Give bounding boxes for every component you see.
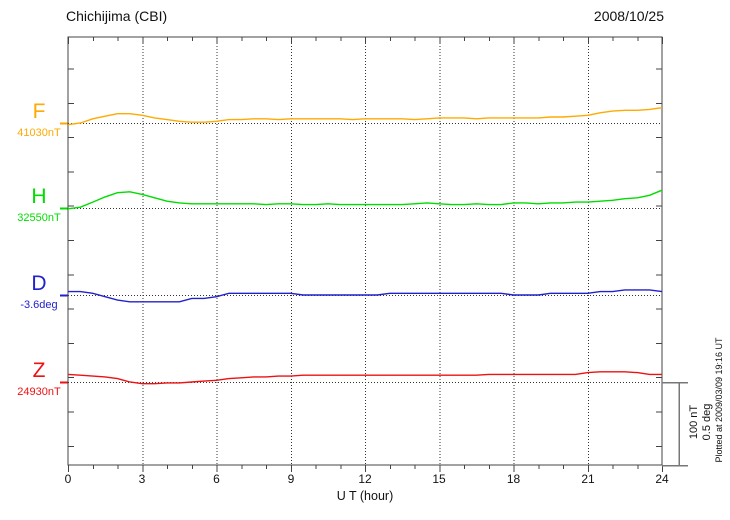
xtick-24: 24: [655, 472, 669, 486]
series-letter-z: Z: [32, 359, 46, 382]
xtick-15: 15: [432, 472, 446, 486]
xtick-0: 0: [64, 472, 72, 486]
xtick-18: 18: [506, 472, 521, 486]
scale-bar-caption: 100 nT 0.5 deg: [688, 404, 714, 441]
scale-bar-line1: 100 nT: [688, 404, 700, 440]
series-baseline-value-h: 32550nT: [17, 212, 61, 224]
plotted-at-note: Plotted at 2009/03/09 19:16 UT: [714, 337, 724, 463]
series-label-z: Z: [6, 360, 72, 381]
series-label-d: D: [6, 273, 72, 294]
series-label-f: F: [6, 101, 72, 122]
series-letter-h: H: [31, 185, 47, 208]
series-letter-d: D: [31, 272, 47, 295]
x-axis-label: U T (hour): [336, 489, 394, 503]
series-baseline-f: 41030nT: [6, 127, 72, 139]
xtick-9: 9: [287, 472, 295, 486]
curve-d: [68, 289, 663, 303]
date-label: 2008/10/25: [593, 8, 664, 24]
xtick-3: 3: [138, 472, 146, 486]
curve-z: [67, 371, 662, 385]
curve-h: [67, 189, 663, 210]
series-baseline-d: -3.6deg: [6, 299, 72, 311]
xtick-12: 12: [358, 472, 372, 486]
series-baseline-z: 24930nT: [6, 386, 72, 398]
xtick-21: 21: [581, 472, 595, 486]
series-label-h: H: [6, 186, 72, 207]
page-title: Chichijima (CBI): [66, 8, 168, 24]
series-baseline-value-z: 24930nT: [17, 386, 61, 398]
series-letter-f: F: [32, 100, 46, 123]
curve-f: [67, 107, 663, 126]
series-baseline-h: 32550nT: [6, 212, 72, 224]
series-baseline-value-d: -3.6deg: [20, 299, 58, 311]
xtick-6: 6: [213, 472, 220, 486]
scale-bar-line2: 0.5 deg: [701, 403, 713, 441]
series-baseline-value-f: 41030nT: [17, 127, 61, 139]
